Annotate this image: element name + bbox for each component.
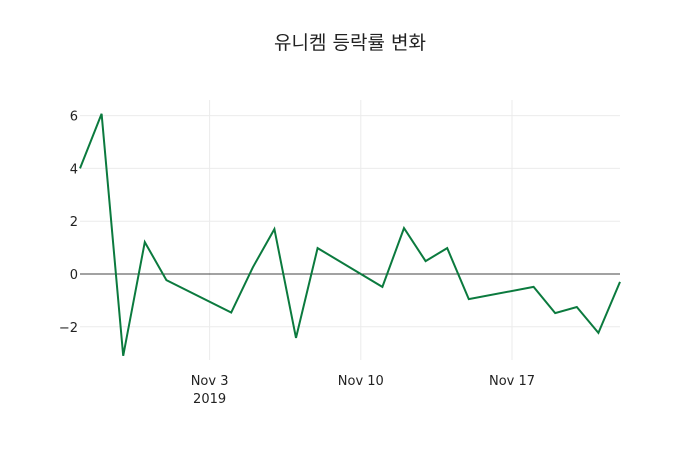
x-tick-year-label: 2019 xyxy=(193,392,226,407)
y-tick-label: 4 xyxy=(70,162,78,177)
y-tick-label: −2 xyxy=(59,321,78,336)
data-line xyxy=(79,113,621,356)
x-tick-label: Nov 10 xyxy=(338,374,384,389)
y-tick-label: 0 xyxy=(70,268,78,283)
x-tick-label: Nov 3 xyxy=(191,374,229,389)
x-tick-label: Nov 17 xyxy=(489,374,535,389)
y-tick-label: 2 xyxy=(70,215,78,230)
chart-title: 유니켐 등락률 변화 xyxy=(274,32,426,54)
y-tick-label: 6 xyxy=(70,110,78,125)
